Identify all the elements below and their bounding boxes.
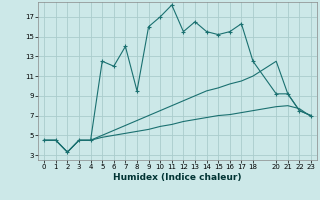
X-axis label: Humidex (Indice chaleur): Humidex (Indice chaleur) [113, 173, 242, 182]
